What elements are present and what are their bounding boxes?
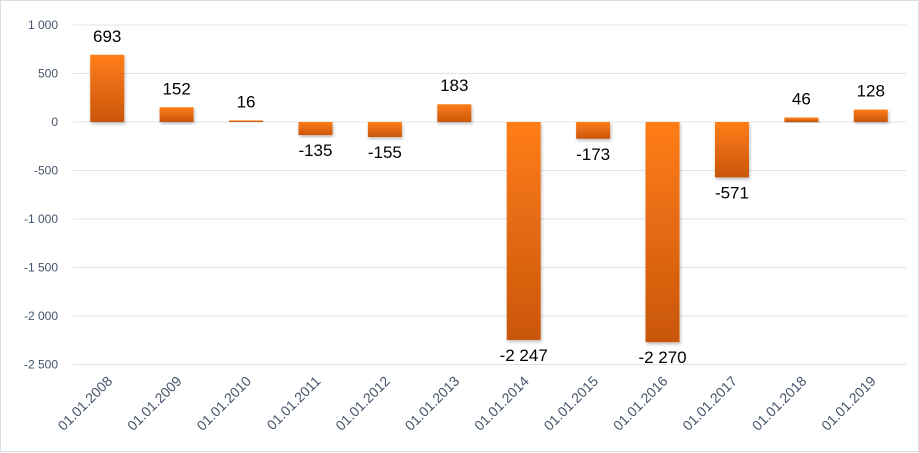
data-label: 46 — [792, 90, 811, 109]
x-tick-label: 01.01.2013 — [402, 373, 463, 434]
bar — [367, 122, 402, 138]
bar — [784, 117, 819, 122]
x-tick-label: 01.01.2010 — [193, 373, 254, 434]
y-tick-label: 0 — [51, 115, 58, 129]
data-label: -2 270 — [638, 348, 686, 367]
bar — [229, 120, 264, 122]
y-tick-label: 500 — [38, 67, 58, 81]
bar — [576, 122, 611, 139]
x-tick-label: 01.01.2019 — [818, 373, 879, 434]
y-tick-label: -2 000 — [24, 309, 58, 323]
data-label: -571 — [715, 183, 749, 202]
x-tick-label: 01.01.2015 — [540, 373, 601, 434]
bar — [853, 109, 888, 122]
x-tick-label: 01.01.2014 — [471, 373, 532, 434]
bar — [159, 107, 194, 122]
x-tick-label: 01.01.2012 — [332, 373, 393, 434]
y-tick-label: -500 — [34, 164, 58, 178]
bar — [506, 122, 541, 340]
data-label: 152 — [162, 79, 190, 98]
bar — [437, 104, 472, 122]
data-label: 693 — [93, 27, 121, 46]
x-tick-label: 01.01.2016 — [610, 373, 671, 434]
y-tick-label: -1 500 — [24, 261, 58, 275]
x-tick-label: 01.01.2017 — [679, 373, 740, 434]
data-label: -2 247 — [500, 346, 548, 365]
bar — [90, 54, 125, 122]
x-tick-label: 01.01.2011 — [263, 373, 323, 433]
y-tick-label: -2 500 — [24, 358, 58, 372]
y-tick-label: -1 000 — [24, 212, 58, 226]
x-tick-label: 01.01.2018 — [749, 373, 810, 434]
x-tick-label: 01.01.2009 — [124, 373, 185, 434]
bar — [714, 122, 749, 178]
data-label: 128 — [857, 82, 885, 101]
bar — [298, 122, 333, 136]
data-label: -155 — [368, 143, 402, 162]
data-label: 183 — [440, 76, 468, 95]
y-tick-label: 1 000 — [28, 18, 58, 32]
x-tick-label: 01.01.2008 — [54, 373, 115, 434]
data-label: -135 — [298, 141, 332, 160]
data-label: -173 — [576, 145, 610, 164]
bar — [645, 122, 680, 343]
data-label: 16 — [237, 92, 256, 111]
